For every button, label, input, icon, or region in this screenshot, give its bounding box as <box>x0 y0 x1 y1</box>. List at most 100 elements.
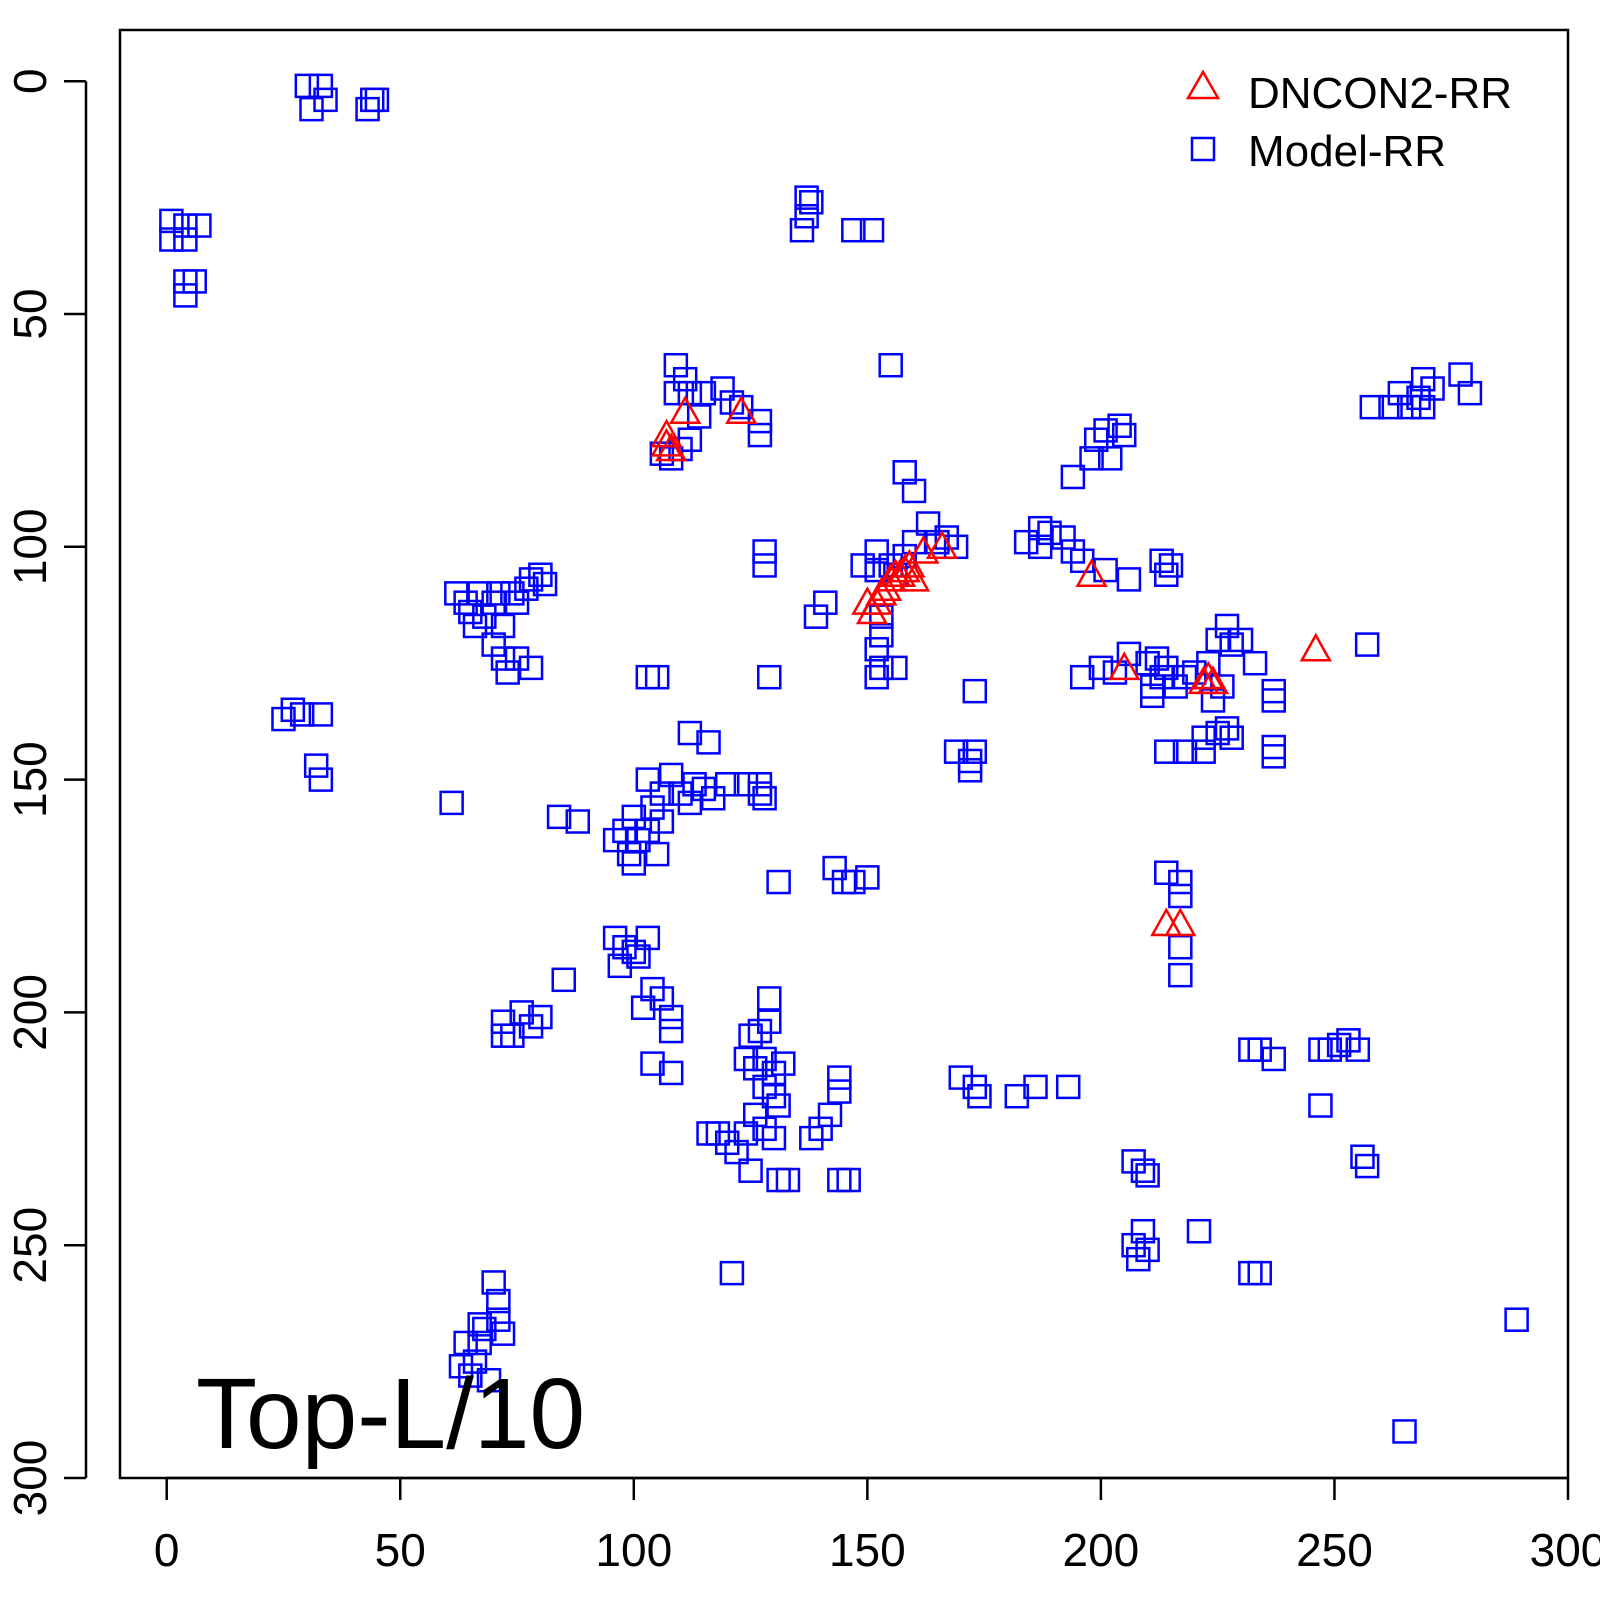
model-rr-point <box>1191 739 1216 764</box>
model-rr-point <box>1317 1037 1343 1062</box>
x-tick-label: 250 <box>1296 1524 1373 1576</box>
model-rr-point <box>565 809 591 834</box>
model-rr-point <box>546 804 572 830</box>
y-tick-label: 200 <box>4 974 56 1051</box>
model-rr-point <box>1410 366 1436 392</box>
x-tick-label: 50 <box>375 1524 426 1576</box>
dncon2-rr-point <box>1075 558 1108 587</box>
model-rr-point <box>864 636 889 662</box>
model-rr-point <box>616 841 642 867</box>
model-rr-point <box>630 995 656 1020</box>
y-tick-label: 300 <box>4 1440 56 1517</box>
model-rr-point <box>747 772 773 797</box>
model-rr-point <box>1205 720 1230 746</box>
model-rr-point <box>1088 655 1114 681</box>
model-rr-point <box>752 1116 777 1142</box>
model-rr-point <box>649 441 675 466</box>
y-tick-label: 0 <box>4 68 56 94</box>
model-rr-point <box>308 702 334 727</box>
model-rr-point <box>1396 394 1422 420</box>
model-rr-point <box>747 1018 773 1044</box>
model-rr-point <box>663 352 689 378</box>
dncon2-rr-point <box>855 595 889 625</box>
model-rr-point <box>962 1074 988 1100</box>
model-rr-point <box>626 827 651 853</box>
model-rr-point <box>159 208 184 234</box>
legend: DNCON2-RR Model-RR <box>1185 69 1512 176</box>
model-rr-point <box>486 581 511 606</box>
model-rr-point <box>757 986 782 1011</box>
model-rr-point <box>486 1288 511 1314</box>
model-rr-point <box>1093 557 1118 583</box>
dncon2-rr-point <box>1150 907 1183 937</box>
model-rr-point <box>677 720 703 746</box>
model-rr-point <box>757 664 782 690</box>
model-rr-point <box>850 553 875 578</box>
model-rr-point <box>1336 1028 1361 1053</box>
model-rr-point <box>1135 650 1160 676</box>
model-rr-point <box>1037 520 1062 546</box>
dncon2-rr-point <box>874 562 907 592</box>
model-rr-point <box>1112 422 1137 448</box>
model-rr-point <box>621 939 647 965</box>
model-rr-point <box>472 604 497 629</box>
x-tick-label: 0 <box>154 1524 180 1576</box>
model-rr-point <box>766 1093 791 1118</box>
model-rr-point <box>1504 1307 1529 1332</box>
model-rr-point <box>612 818 637 844</box>
model-rr-point <box>817 1102 843 1128</box>
model-rr-point <box>500 581 525 606</box>
model-rr-point <box>444 581 469 606</box>
model-rr-point <box>1158 553 1184 578</box>
model-rr-point <box>462 1349 488 1374</box>
model-rr-point <box>635 767 661 792</box>
model-rr-point <box>962 678 988 704</box>
model-rr-point <box>1378 394 1403 420</box>
model-rr-point <box>271 706 296 732</box>
model-rr-point <box>1083 427 1109 452</box>
model-rr-point <box>621 804 647 830</box>
model-rr-point <box>967 1083 992 1109</box>
model-rr-point <box>159 227 184 252</box>
model-rr-point <box>738 1023 763 1048</box>
model-rr-point <box>1027 534 1053 560</box>
model-rr-point <box>518 655 544 681</box>
dncon2-rr-point <box>1192 660 1225 690</box>
model-rr-point <box>490 1321 516 1346</box>
model-rr-point <box>1130 1158 1156 1183</box>
model-rr-point <box>1242 650 1268 676</box>
model-rr-point <box>827 1065 852 1090</box>
dncon2-rr-point <box>865 576 898 606</box>
model-rr-point <box>1326 1032 1352 1058</box>
x-axis: 0 50 100 150 200 250 300 <box>154 1476 1600 1576</box>
model-rr-point <box>1410 394 1436 420</box>
model-rr-point <box>1168 962 1193 988</box>
model-rr-point <box>551 967 576 993</box>
model-rr-point <box>733 1121 759 1146</box>
model-rr-point <box>173 283 198 308</box>
model-rr-point <box>294 73 320 99</box>
dncon2-rr-point <box>893 548 926 578</box>
dncon2-rr-point <box>925 530 959 560</box>
model-rr-point <box>1359 394 1385 420</box>
model-rr-point <box>658 446 684 471</box>
model-rr-point <box>822 855 847 881</box>
dncon2-rr-point <box>883 558 917 587</box>
model-rr-point <box>803 604 829 629</box>
model-rr-point <box>518 1014 544 1039</box>
model-rr-point <box>799 1125 824 1151</box>
model-rr-point <box>280 697 306 723</box>
model-rr-point <box>635 664 661 690</box>
model-rr-point <box>453 590 478 615</box>
model-rr-point <box>1261 744 1286 769</box>
model-rr-point <box>602 925 628 951</box>
model-rr-point <box>1116 641 1142 667</box>
model-rr-point <box>1055 1074 1081 1100</box>
model-rr-point <box>957 758 983 783</box>
model-rr-point <box>869 623 894 648</box>
model-rr-point <box>1406 385 1431 411</box>
legend-label-dncon2: DNCON2-RR <box>1248 69 1512 118</box>
model-rr-point <box>869 604 894 629</box>
model-rr-point <box>757 1009 782 1034</box>
model-rr-point <box>766 1167 791 1193</box>
